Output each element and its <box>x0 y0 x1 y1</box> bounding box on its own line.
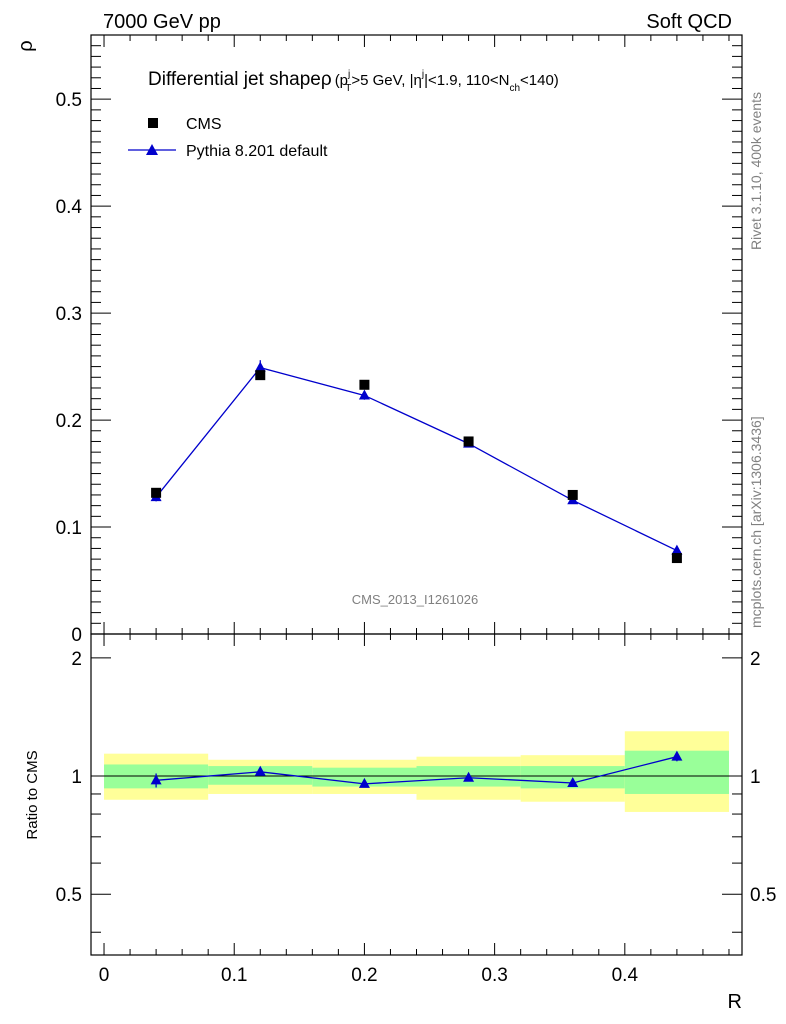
ratio-y-tick-label-left: 0.5 <box>56 885 82 906</box>
header-right: Soft QCD <box>646 11 732 33</box>
title-sym: ρ <box>321 69 332 90</box>
cms-point <box>671 553 682 564</box>
pythia-point <box>671 544 683 555</box>
ratio-point <box>358 777 370 788</box>
cms-point <box>567 489 578 500</box>
cms-point <box>359 379 370 390</box>
ratio-point <box>463 771 475 782</box>
ratio-y-tick-label-left: 2 <box>71 649 82 670</box>
analysis-label: CMS_2013_I1261026 <box>352 592 479 607</box>
x-tick-label: 0.4 <box>612 965 639 986</box>
rivet-label: Rivet 3.1.10, 400k events <box>748 92 764 250</box>
title-main: Differential jet shape <box>148 69 321 90</box>
y-tick-label: 0 <box>71 625 82 646</box>
x-tick-label: 0.1 <box>221 965 247 986</box>
title-open: (p <box>335 72 348 89</box>
mcplots-label: mcplots.cern.ch [arXiv:1306.3436] <box>748 416 764 628</box>
y-tick-label: 0.2 <box>56 411 82 432</box>
y-tick-label: 0.5 <box>56 90 82 111</box>
y-tick-label: 0.4 <box>56 197 83 218</box>
chart-title: Differential jet shapeρ (pj T>5 GeV, |ηj|<… <box>148 69 559 94</box>
x-tick-label: 0 <box>99 965 110 986</box>
legend: CMS Pythia 8.201 default <box>128 116 328 160</box>
y-tick-label: 0.3 <box>56 304 82 325</box>
title-sub2: ch <box>509 83 520 94</box>
ratio-point <box>567 776 579 787</box>
y-tick-label: 0.1 <box>56 518 82 539</box>
cms-point <box>463 436 474 447</box>
legend-marker-cms <box>148 118 158 128</box>
title-sub1: T <box>345 83 351 94</box>
title-sup1: j <box>347 69 350 80</box>
ratio-point <box>254 765 266 776</box>
x-tick-label: 0.2 <box>351 965 377 986</box>
ratio-line <box>156 756 678 785</box>
title-sup2: j <box>421 69 424 80</box>
ratio-point <box>150 774 162 785</box>
ratio-y-tick-label-right: 1 <box>750 767 761 788</box>
title-mid1: >5 GeV, |η <box>351 72 421 89</box>
ratio-y-tick-label-left: 1 <box>71 767 82 788</box>
ratio-point <box>671 750 683 761</box>
ratio-y-axis-label: Ratio to CMS <box>24 750 41 839</box>
pythia-line <box>155 366 678 552</box>
cms-point <box>255 370 266 381</box>
x-axis-label: R <box>728 991 742 1013</box>
ratio-y-tick-label-right: 0.5 <box>750 885 776 906</box>
ratio-y-tick-label-right: 2 <box>750 649 761 670</box>
title-mid2: |<1.9, 110<N <box>424 72 509 89</box>
cms-point <box>151 487 162 498</box>
legend-label-pythia: Pythia 8.201 default <box>186 143 328 160</box>
pythia-point <box>358 389 370 400</box>
y-axis-label: ρ <box>15 40 37 51</box>
chart-marks: 0 0.1 0.2 0.3 0.4 0 0.1 0.2 0.3 0.4 0.5 0.5 0.5 1 1 2 2 <box>56 34 776 986</box>
title-end: <140) <box>520 72 559 89</box>
pythia-point <box>254 361 266 372</box>
legend-label-cms: CMS <box>186 116 222 133</box>
legend-marker-pythia <box>146 144 158 155</box>
header-left: 7000 GeV pp <box>103 11 221 33</box>
x-tick-label: 0.3 <box>481 965 507 986</box>
